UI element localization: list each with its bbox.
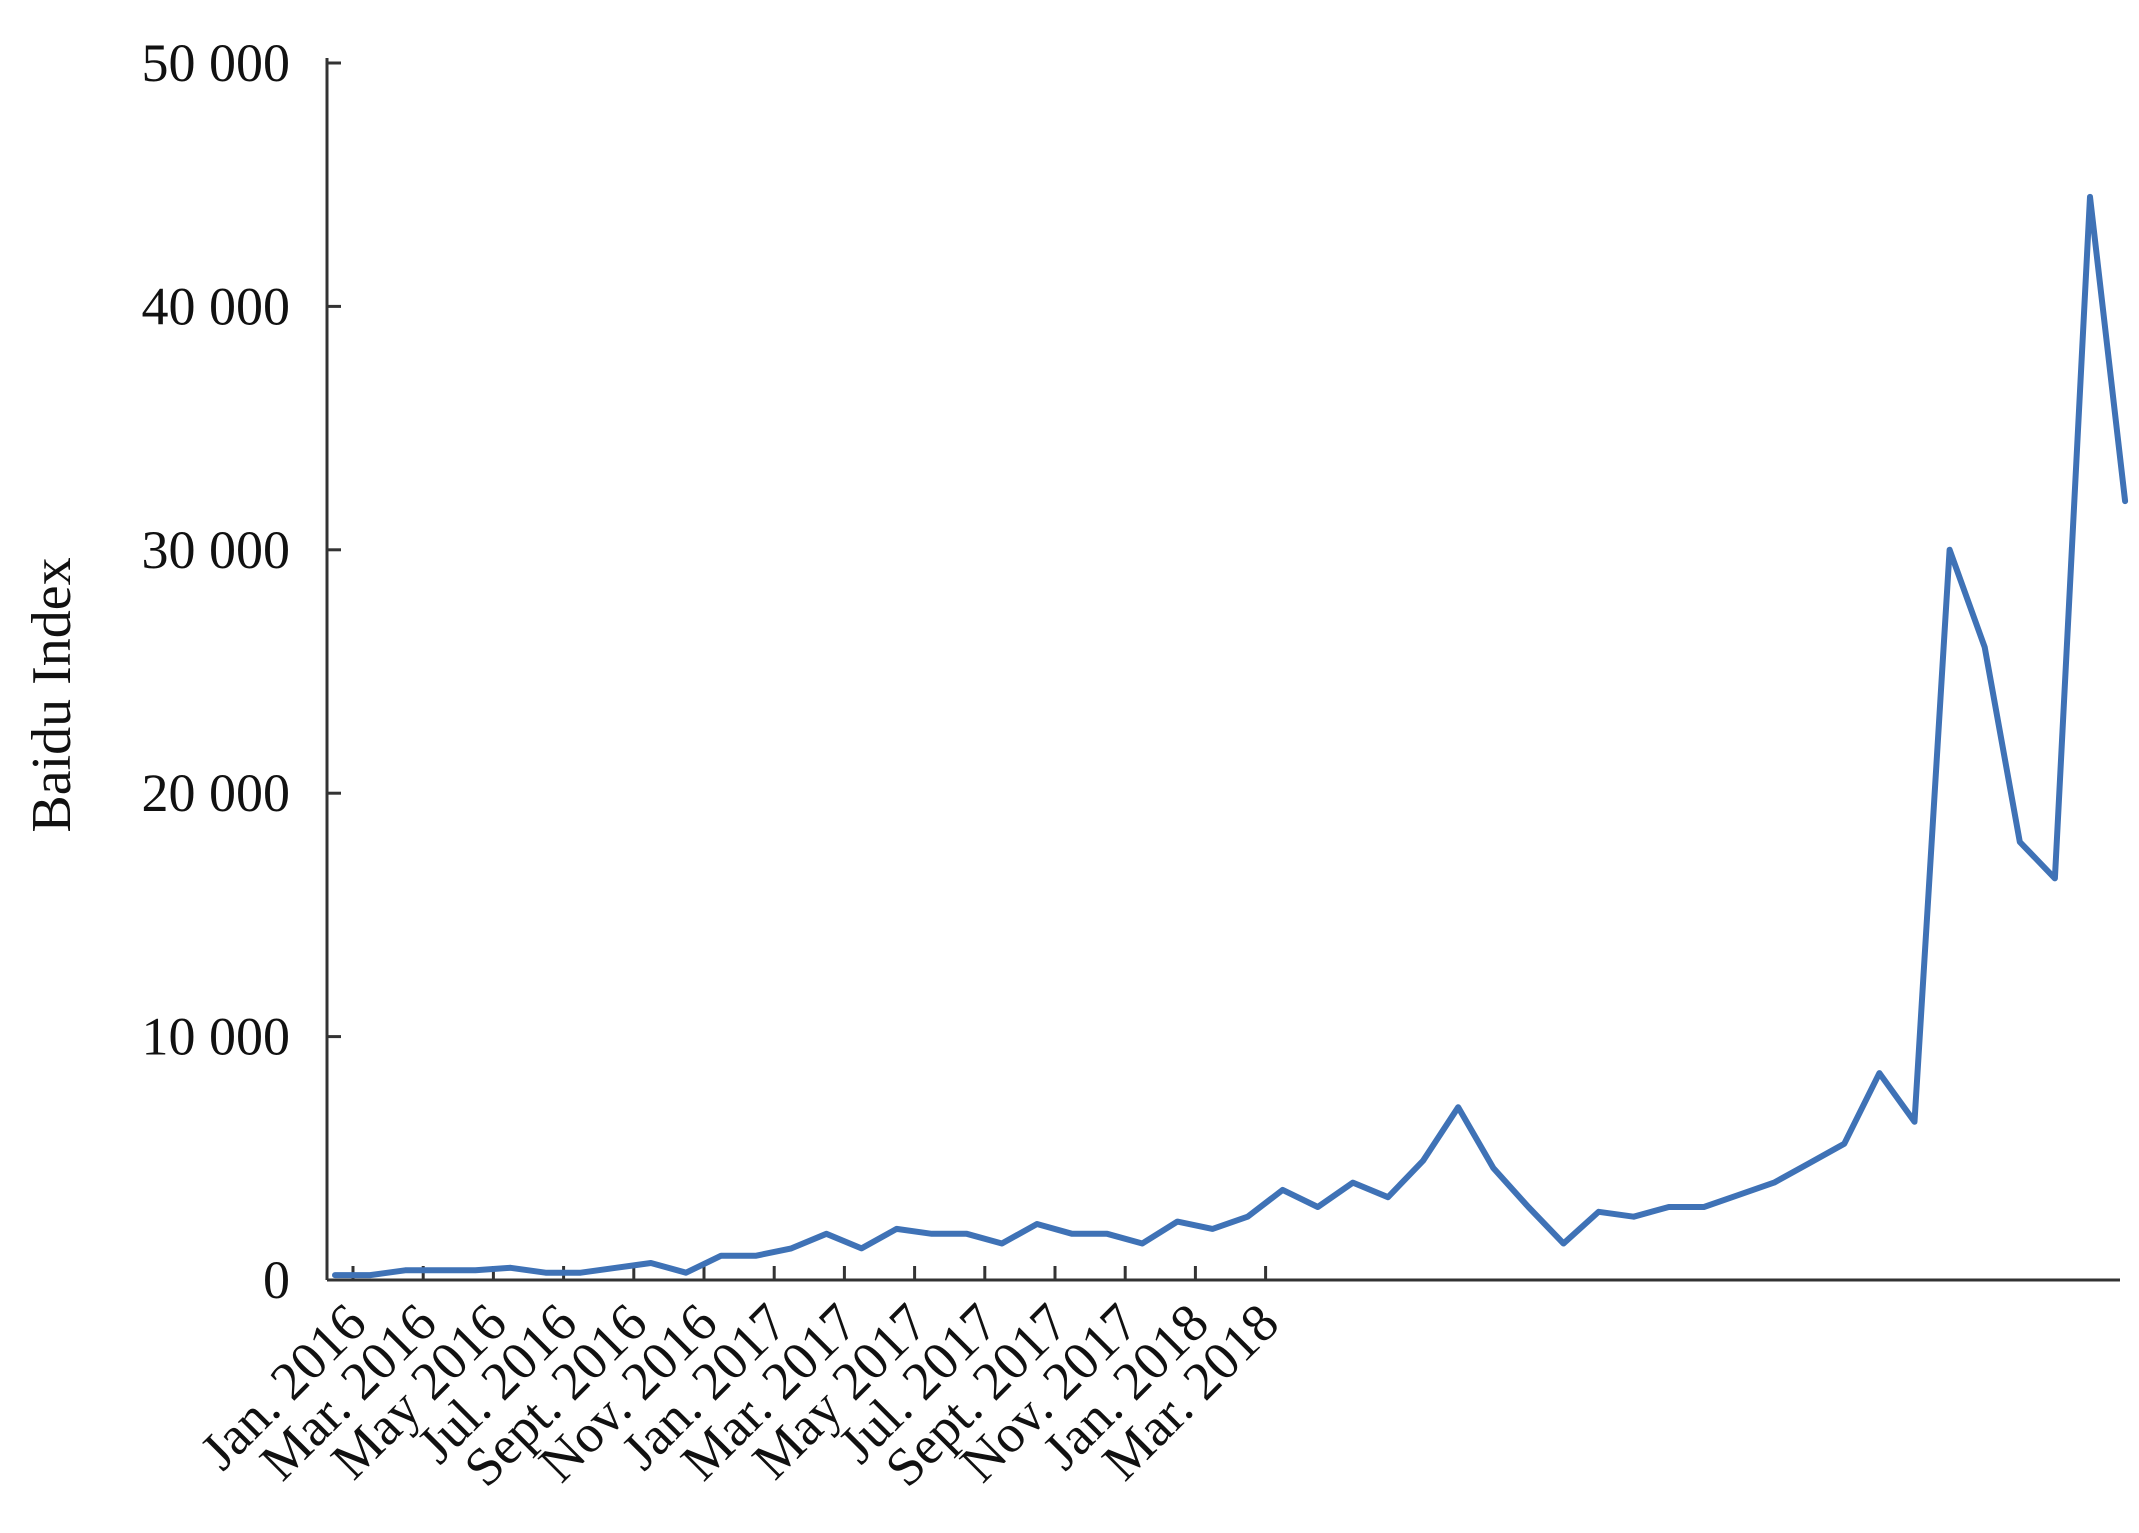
- y-axis-title: Baidu Index: [21, 557, 83, 832]
- y-tick-label: 50 000: [142, 33, 291, 93]
- series-line: [332, 193, 2129, 1279]
- y-tick-label: 30 000: [142, 520, 291, 580]
- y-tick-label: 40 000: [142, 276, 291, 336]
- y-axis-ticks: 0 10 000 20 000 30 000 40 000 50 000: [142, 33, 341, 1310]
- y-tick-label: 20 000: [142, 763, 291, 823]
- y-tick-label: 10 000: [142, 1007, 291, 1067]
- y-tick-label: 0: [263, 1250, 290, 1310]
